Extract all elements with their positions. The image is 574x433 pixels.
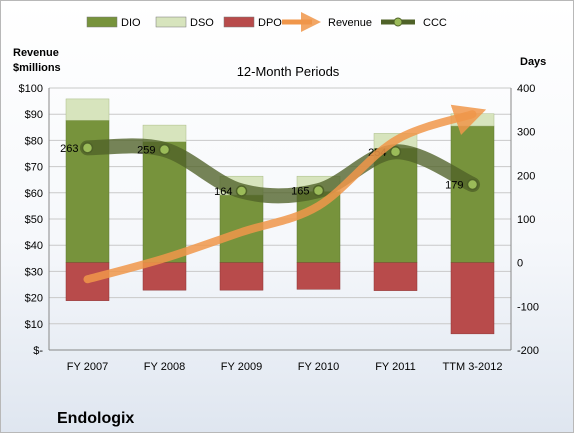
legend-label-dio: DIO bbox=[121, 17, 141, 29]
left-tick-label: $50 bbox=[25, 214, 43, 226]
right-tick-label: 400 bbox=[517, 83, 535, 95]
legend-label-ccc: CCC bbox=[423, 17, 447, 29]
ccc-point bbox=[389, 146, 402, 158]
legend-ccc-marker bbox=[393, 17, 403, 27]
left-axis-title-line-2: $millions bbox=[13, 62, 61, 74]
bar-dio bbox=[450, 125, 495, 263]
bar-dso bbox=[65, 98, 110, 121]
right-tick-label: 0 bbox=[517, 258, 523, 270]
category-label: FY 2010 bbox=[298, 361, 339, 373]
category-label: TTM 3-2012 bbox=[443, 361, 503, 373]
category-label: FY 2008 bbox=[144, 361, 185, 373]
category-label: FY 2011 bbox=[375, 361, 416, 373]
bar-dio bbox=[373, 148, 418, 263]
left-tick-label: $40 bbox=[25, 240, 43, 252]
bar-dpo bbox=[450, 262, 495, 335]
legend-swatch-dio bbox=[86, 16, 118, 28]
right-axis-title: Days bbox=[520, 56, 546, 68]
left-tick-label: $30 bbox=[25, 266, 43, 278]
right-tick-label: 100 bbox=[517, 214, 535, 226]
bar-dpo bbox=[296, 262, 341, 290]
bar-dpo bbox=[373, 262, 418, 291]
ccc-point bbox=[312, 184, 325, 197]
legend-label-dso: DSO bbox=[190, 17, 214, 29]
ccc-point bbox=[158, 143, 171, 156]
ccc-point bbox=[466, 178, 479, 191]
ccc-point bbox=[81, 142, 94, 154]
left-axis-title-line-1: Revenue bbox=[13, 47, 59, 59]
ccc-data-label: 259 bbox=[137, 145, 155, 157]
left-tick-label: $90 bbox=[25, 109, 43, 121]
legend-label-dpo: DPO bbox=[258, 17, 282, 29]
legend-swatch-dpo bbox=[223, 16, 255, 28]
left-tick-label: $60 bbox=[25, 188, 43, 200]
left-tick-label: $- bbox=[33, 345, 43, 357]
legend-swatch-dso bbox=[155, 16, 187, 28]
ccc-point bbox=[235, 185, 248, 197]
chart-title: 12-Month Periods bbox=[237, 64, 340, 79]
revenue-arrow-line bbox=[83, 104, 487, 284]
left-tick-label: $80 bbox=[25, 135, 43, 147]
left-tick-label: $100 bbox=[19, 83, 43, 95]
company-name: Endologix bbox=[57, 410, 134, 427]
category-label: FY 2009 bbox=[221, 361, 262, 373]
ccc-data-label: 164 bbox=[214, 186, 232, 198]
legend-label-revenue: Revenue bbox=[328, 17, 372, 29]
ccc-data-label: 179 bbox=[445, 180, 463, 192]
category-label: FY 2007 bbox=[67, 361, 108, 373]
plot-area: $- $10 $20 $30 $40 $50 $60 $70 $80 $90 $100 -200 -10… bbox=[19, 83, 540, 373]
bar-dpo bbox=[219, 262, 264, 291]
right-tick-label: -100 bbox=[517, 301, 539, 313]
ccc-data-label: 263 bbox=[60, 143, 78, 155]
right-tick-label: -200 bbox=[517, 345, 539, 357]
left-tick-label: $70 bbox=[25, 162, 43, 174]
right-tick-label: 200 bbox=[517, 170, 535, 182]
legend: DIO DSO DPO Revenue CCC bbox=[86, 12, 447, 32]
left-tick-label: $20 bbox=[25, 293, 43, 305]
bar-dpo bbox=[142, 262, 187, 291]
left-tick-label: $10 bbox=[25, 319, 43, 331]
ccc-data-label: 165 bbox=[291, 186, 309, 198]
bar-dso bbox=[142, 124, 187, 142]
right-tick-label: 300 bbox=[517, 127, 535, 139]
